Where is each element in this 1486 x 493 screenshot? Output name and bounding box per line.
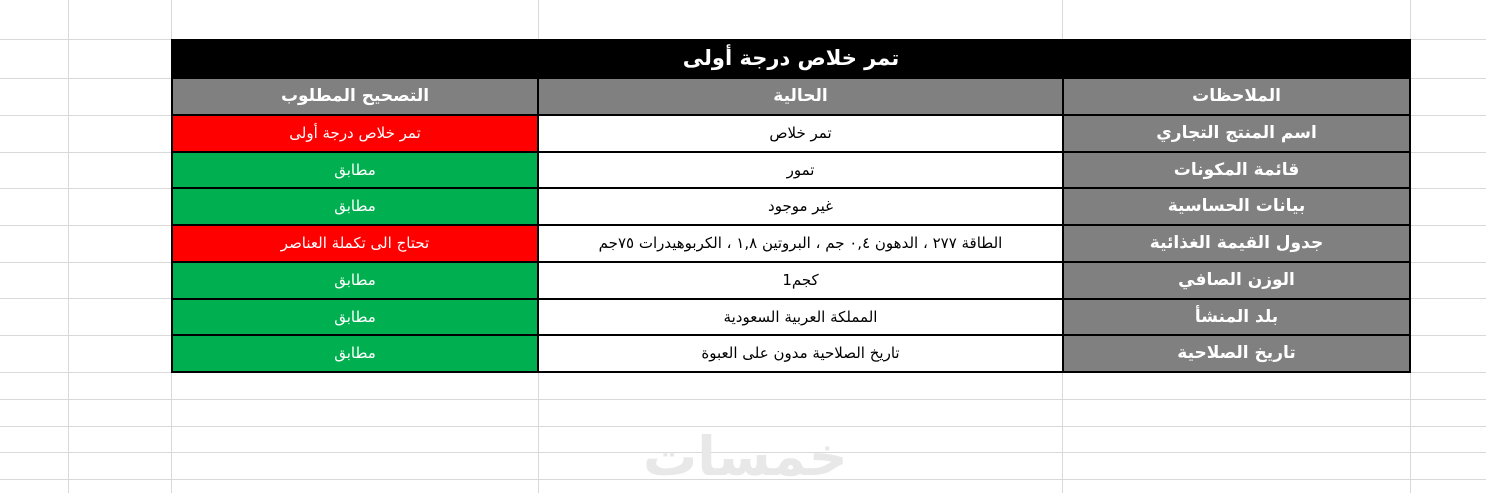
gridline-vertical [68, 0, 69, 493]
row-label-nutrition[interactable]: جدول القيمة الغذائية [1064, 226, 1409, 261]
column-header-current[interactable]: الحالية [539, 79, 1062, 114]
row-current-origin-country[interactable]: المملكة العربية السعودية [539, 299, 1062, 335]
row-correction-nutrition[interactable]: تحتاج الى تكملة العناصر [173, 226, 537, 261]
khamsat-watermark: خمسات [643, 425, 848, 488]
row-label-trade-name[interactable]: اسم المنتج التجاري [1064, 115, 1409, 151]
product-label-review-table: تمر خلاص درجة أولى الملاحظات الحالية الت… [171, 39, 1411, 373]
row-correction-trade-name[interactable]: تمر خلاص درجة أولى [173, 115, 537, 151]
row-correction-allergens[interactable]: مطابق [173, 189, 537, 224]
row-correction-origin-country[interactable]: مطابق [173, 299, 537, 335]
gridline-horizontal [0, 479, 1486, 480]
row-current-net-weight[interactable]: 1كجم [539, 262, 1062, 298]
row-label-allergens[interactable]: بيانات الحساسية [1064, 189, 1409, 224]
row-correction-expiry-date[interactable]: مطابق [173, 336, 537, 371]
row-current-ingredients[interactable]: تمور [539, 152, 1062, 188]
row-current-allergens[interactable]: غير موجود [539, 189, 1062, 224]
gridline-horizontal [0, 452, 1486, 453]
row-correction-ingredients[interactable]: مطابق [173, 152, 537, 188]
row-label-expiry-date[interactable]: تاريخ الصلاحية [1064, 336, 1409, 371]
row-correction-net-weight[interactable]: مطابق [173, 262, 537, 298]
row-current-expiry-date[interactable]: تاريخ الصلاحية مدون على العبوة [539, 336, 1062, 371]
gridline-horizontal [0, 426, 1486, 427]
row-label-ingredients[interactable]: قائمة المكونات [1064, 152, 1409, 188]
column-header-notes[interactable]: الملاحظات [1064, 79, 1409, 114]
gridline-horizontal [0, 399, 1486, 400]
row-current-trade-name[interactable]: تمر خلاص [539, 115, 1062, 151]
row-current-nutrition[interactable]: الطاقة ٢٧٧ ، الدهون ٠,٤ جم ، البروتين ١,… [539, 226, 1062, 261]
row-label-origin-country[interactable]: بلد المنشأ [1064, 299, 1409, 335]
table-title-cell[interactable]: تمر خلاص درجة أولى [173, 41, 1409, 77]
column-header-correction[interactable]: التصحيح المطلوب [173, 79, 537, 114]
row-label-net-weight[interactable]: الوزن الصافي [1064, 262, 1409, 298]
